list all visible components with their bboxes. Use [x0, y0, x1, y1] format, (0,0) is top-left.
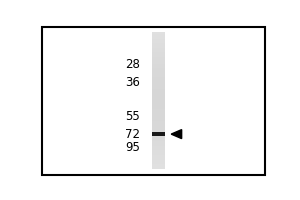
- Bar: [152, 41, 165, 43]
- Bar: [152, 36, 165, 39]
- Bar: [152, 119, 165, 121]
- Text: 55: 55: [125, 110, 140, 123]
- Bar: [152, 109, 165, 112]
- Bar: [152, 71, 165, 73]
- Text: 36: 36: [125, 76, 140, 89]
- Text: 28: 28: [125, 58, 140, 71]
- Bar: [152, 52, 165, 55]
- Bar: [152, 32, 165, 34]
- Bar: [152, 32, 165, 169]
- Bar: [152, 105, 165, 107]
- Bar: [152, 55, 165, 57]
- Text: 72: 72: [125, 128, 140, 141]
- Bar: [152, 87, 165, 89]
- Bar: [152, 132, 165, 134]
- Text: 95: 95: [125, 141, 140, 154]
- Bar: [152, 39, 165, 41]
- Bar: [152, 132, 165, 136]
- Bar: [152, 98, 165, 100]
- Bar: [152, 160, 165, 162]
- Bar: [152, 164, 165, 166]
- Bar: [152, 91, 165, 93]
- Bar: [152, 125, 165, 128]
- Bar: [152, 107, 165, 109]
- Bar: [152, 128, 165, 130]
- Bar: [152, 96, 165, 98]
- Bar: [152, 89, 165, 91]
- Bar: [152, 34, 165, 36]
- Bar: [152, 157, 165, 160]
- Bar: [152, 48, 165, 50]
- Bar: [152, 84, 165, 87]
- Bar: [152, 80, 165, 82]
- Bar: [152, 116, 165, 119]
- Bar: [152, 64, 165, 66]
- Bar: [152, 66, 165, 68]
- Bar: [152, 141, 165, 144]
- Bar: [152, 59, 165, 61]
- Bar: [152, 123, 165, 125]
- Bar: [152, 166, 165, 169]
- Bar: [152, 112, 165, 114]
- Bar: [152, 43, 165, 45]
- Bar: [152, 155, 165, 157]
- Polygon shape: [171, 130, 182, 139]
- Bar: [152, 148, 165, 150]
- Bar: [152, 45, 165, 48]
- Bar: [152, 57, 165, 59]
- Bar: [152, 137, 165, 139]
- Bar: [152, 153, 165, 155]
- Bar: [152, 103, 165, 105]
- Bar: [152, 150, 165, 153]
- Bar: [152, 82, 165, 84]
- Bar: [152, 139, 165, 141]
- Bar: [152, 73, 165, 75]
- Bar: [152, 50, 165, 52]
- Bar: [152, 144, 165, 146]
- Bar: [152, 68, 165, 71]
- Bar: [152, 121, 165, 123]
- Bar: [152, 93, 165, 96]
- Bar: [152, 162, 165, 164]
- Bar: [152, 100, 165, 103]
- Bar: [152, 77, 165, 80]
- Bar: [152, 130, 165, 132]
- Bar: [152, 61, 165, 64]
- Bar: [152, 146, 165, 148]
- Bar: [152, 114, 165, 116]
- Bar: [152, 134, 165, 137]
- Bar: [152, 75, 165, 77]
